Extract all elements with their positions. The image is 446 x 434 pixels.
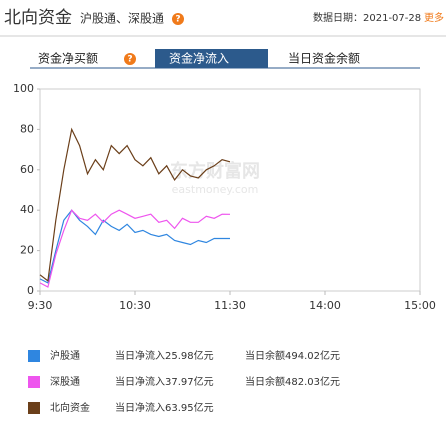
y-tick-label: 0 [27, 284, 34, 297]
legend-swatch [28, 350, 40, 362]
tab-active-bg [155, 49, 268, 68]
tab[interactable]: 资金净流入 [169, 51, 229, 66]
more-link[interactable]: 更多 [424, 11, 444, 24]
series-line [39, 209, 231, 288]
date-label: 数据日期：2021-07-28 [313, 11, 421, 24]
x-tick-label: 9:30 [28, 299, 53, 312]
watermark: eastmoney.com [172, 183, 259, 196]
series-line [39, 209, 230, 284]
legend-swatch [28, 402, 40, 414]
help-icon[interactable] [172, 13, 184, 25]
y-tick-label: 80 [20, 122, 34, 135]
legend-summary: 当日净流入63.95亿元 [115, 401, 214, 414]
help-icon[interactable] [124, 53, 136, 65]
legend-summary: 当日余额494.02亿元 [245, 349, 340, 362]
y-tick-label: 40 [20, 203, 34, 216]
y-tick-label: 20 [20, 244, 34, 257]
help-text: ? [175, 15, 180, 25]
legend-summary: 当日净流入25.98亿元 [115, 349, 214, 362]
x-tick-label: 11:30 [214, 299, 246, 312]
y-tick-label: 100 [13, 82, 34, 95]
legend-summary: 当日余额482.03亿元 [245, 375, 340, 388]
x-tick-label: 14:00 [309, 299, 341, 312]
legend-summary: 当日净流入37.97亿元 [115, 375, 214, 388]
subtitle[interactable]: 沪股通、深股通 [80, 12, 164, 26]
title: 北向资金 [4, 8, 72, 28]
legend-label: 沪股通 [50, 349, 80, 362]
help-text: ? [127, 55, 132, 65]
series-line [39, 127, 231, 283]
tab[interactable]: 当日资金余额 [288, 51, 360, 66]
x-tick-label: 15:00 [404, 299, 436, 312]
legend-label: 北向资金 [50, 401, 90, 414]
legend-label: 深股通 [50, 376, 80, 388]
x-tick-label: 10:30 [119, 299, 151, 312]
tab[interactable]: 资金净买额 [38, 51, 98, 66]
legend-swatch [28, 376, 40, 388]
y-tick-label: 60 [20, 163, 34, 176]
